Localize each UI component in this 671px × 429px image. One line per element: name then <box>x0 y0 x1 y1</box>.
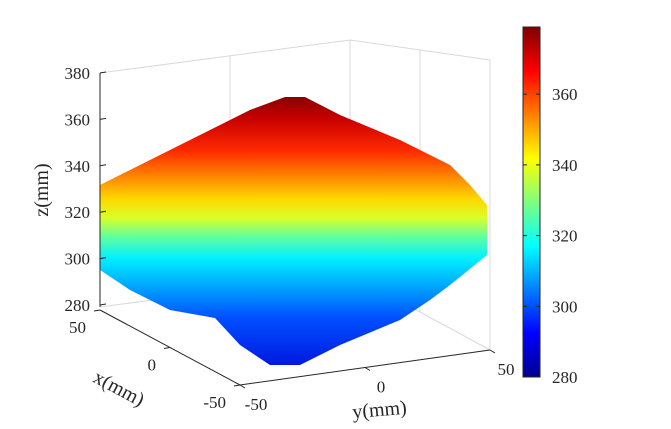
z-axis-label: z(mm) <box>31 163 53 216</box>
y-tick-label: -50 <box>245 395 268 414</box>
colorbar-ticks: 360 340 320 300 280 <box>523 85 578 387</box>
colorbar-tick-label: 280 <box>552 368 578 387</box>
z-tick-label: 320 <box>65 203 91 222</box>
x-tick <box>93 309 101 312</box>
z-tick <box>99 210 107 213</box>
z-tick <box>99 117 107 120</box>
y-tick <box>489 349 496 354</box>
z-tick-label: 380 <box>65 64 91 83</box>
colorbar-tick-label: 320 <box>552 227 578 246</box>
x-tick-label: 0 <box>148 356 157 375</box>
colorbar <box>522 26 541 378</box>
colorbar-tick-label: 340 <box>552 156 578 175</box>
z-tick-label: 280 <box>65 296 91 315</box>
y-tick-label: 0 <box>377 378 386 397</box>
surface <box>100 97 487 365</box>
y-tick <box>239 384 246 389</box>
colorbar-tick-label: 360 <box>552 85 578 104</box>
z-tick <box>99 257 107 260</box>
z-tick-label: 300 <box>65 250 91 269</box>
y-tick <box>364 367 371 371</box>
z-tick-label: 360 <box>65 110 91 129</box>
colorbar-tick-label: 300 <box>552 297 578 316</box>
z-tick <box>99 164 107 167</box>
x-tick <box>233 384 241 387</box>
x-tick-label: -50 <box>203 393 226 412</box>
z-tick <box>99 303 107 306</box>
y-axis-label: y(mm) <box>351 397 407 424</box>
box-edge <box>99 39 351 74</box>
z-tick-label: 340 <box>65 157 91 176</box>
z-tick <box>99 71 107 74</box>
ticks: 380 360 340 320 300 280 50 0 -50 -50 0 50 <box>65 64 515 414</box>
x-tick-label: 50 <box>69 318 86 337</box>
y-tick-label: 50 <box>498 360 515 379</box>
x-tick <box>163 347 171 349</box>
x-axis-label: x(mm) <box>90 366 148 411</box>
